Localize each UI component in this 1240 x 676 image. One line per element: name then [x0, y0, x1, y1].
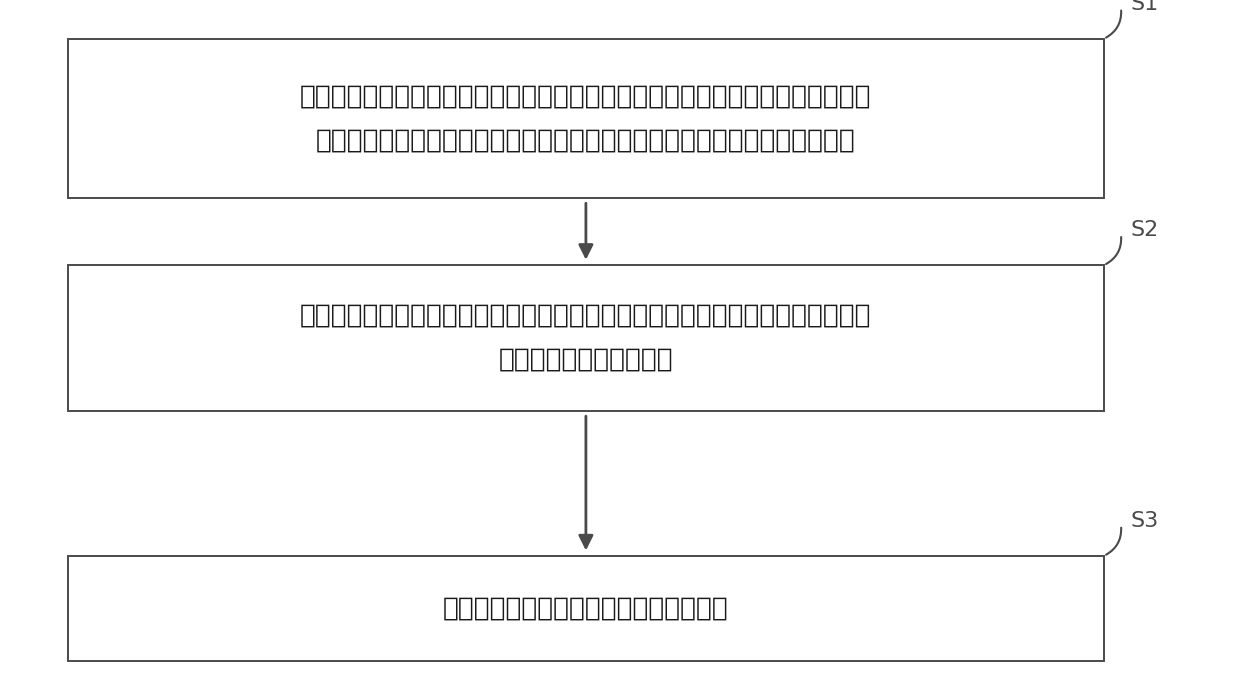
Text: 根据澄清系统中物质的基本特性、所涉及的因素以及流动变化的关系，对所述澄清: 根据澄清系统中物质的基本特性、所涉及的因素以及流动变化的关系，对所述澄清: [300, 83, 872, 110]
Text: 对所述目标函数进行求解，输出优化结果: 对所述目标函数进行求解，输出优化结果: [443, 596, 729, 621]
FancyBboxPatch shape: [68, 265, 1104, 411]
FancyBboxPatch shape: [68, 556, 1104, 661]
FancyBboxPatch shape: [68, 39, 1104, 197]
Text: S1: S1: [1131, 0, 1159, 14]
Text: 系统进行划分，将所述澄清系统分为物质子系统、能量子系统以及信息子系统: 系统进行划分，将所述澄清系统分为物质子系统、能量子系统以及信息子系统: [316, 127, 856, 153]
Text: S3: S3: [1131, 511, 1159, 531]
Text: 燵最小化，构建目标函数: 燵最小化，构建目标函数: [498, 347, 673, 373]
Text: S2: S2: [1131, 220, 1159, 240]
Text: 根据所述物质子系统、所述能量子系统以及所述信息子系统与澄清系统之间的相对: 根据所述物质子系统、所述能量子系统以及所述信息子系统与澄清系统之间的相对: [300, 303, 872, 329]
